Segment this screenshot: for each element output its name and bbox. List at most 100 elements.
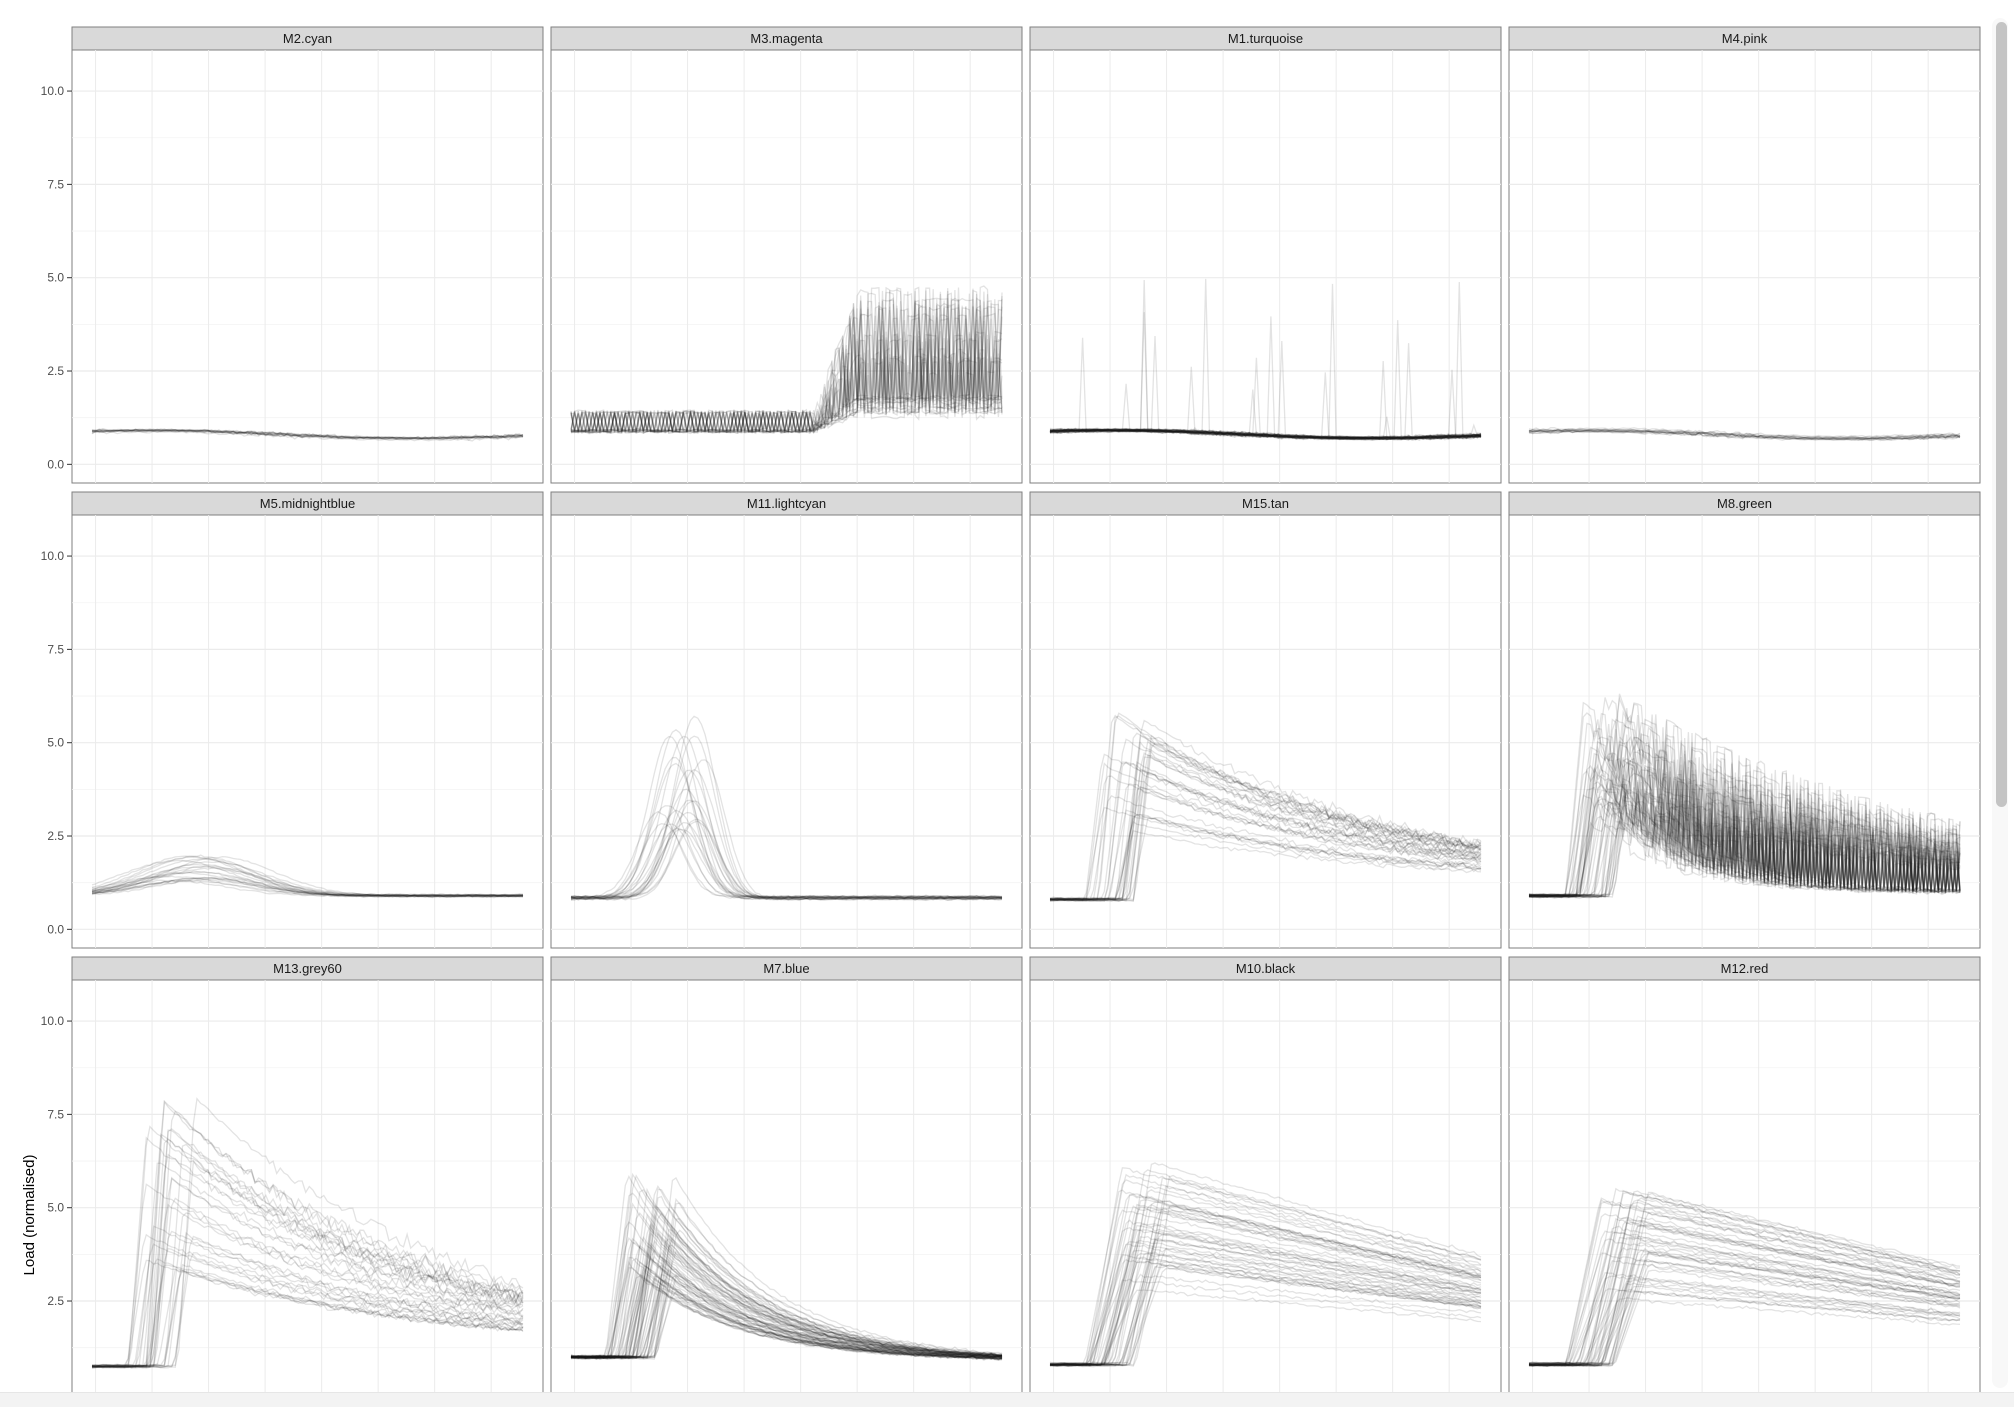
series-line — [1528, 767, 1961, 899]
series-line — [1049, 1263, 1482, 1365]
series-line — [1528, 1251, 1961, 1365]
series-line — [1049, 817, 1482, 900]
series-line — [1049, 1193, 1482, 1366]
series-line — [91, 1183, 524, 1367]
series-line — [91, 1247, 524, 1368]
series-line — [1049, 1224, 1481, 1367]
series-line — [1528, 730, 1961, 898]
scrollbar-thumb[interactable] — [1996, 22, 2007, 807]
series-line — [1049, 1206, 1482, 1367]
y-tick-label: 5.0 — [47, 736, 64, 750]
panel-strip-label: M5.midnightblue — [260, 496, 355, 511]
series-line — [1049, 430, 1482, 441]
series-line — [570, 1256, 1003, 1360]
series-line — [1049, 427, 1482, 439]
series-line — [570, 729, 1003, 901]
series-line — [1528, 1206, 1961, 1367]
series-line — [1049, 429, 1482, 440]
series-line — [1050, 714, 1482, 901]
series-line — [570, 828, 1003, 899]
series-line — [570, 1277, 1003, 1360]
panel-strip-label: M4.pink — [1722, 31, 1768, 46]
series-line — [1049, 1219, 1482, 1367]
series-line — [1528, 739, 1961, 897]
series-line — [570, 768, 1003, 900]
series-line — [1049, 1238, 1482, 1366]
series-line — [1528, 1289, 1961, 1367]
series-line — [570, 1257, 1003, 1360]
series-line — [1528, 803, 1961, 897]
series-line — [91, 430, 524, 442]
series-line — [1049, 734, 1482, 902]
series-line — [91, 858, 524, 897]
y-tick-label: 0.0 — [47, 457, 64, 471]
series-line — [1049, 1239, 1482, 1367]
series-line — [1528, 795, 1961, 898]
y-tick-label: 2.5 — [47, 364, 64, 378]
series-line — [1049, 372, 1482, 440]
series-line — [91, 1138, 524, 1368]
series-line — [1528, 779, 1961, 898]
series-line — [1049, 428, 1482, 440]
series-line — [91, 1258, 524, 1368]
series-line — [570, 809, 1003, 898]
series-line — [91, 428, 524, 440]
series-line — [1528, 1247, 1961, 1366]
series-line — [1050, 1207, 1482, 1367]
panel-M4.pink: M4.pink — [1508, 26, 1981, 484]
panel-background — [71, 979, 544, 1406]
series-line — [1049, 1261, 1482, 1367]
series-line — [1049, 820, 1482, 901]
series-line — [1528, 426, 1961, 438]
panel-strip-label: M13.grey60 — [273, 961, 342, 976]
series-line — [1528, 815, 1961, 896]
series-line — [1528, 701, 1961, 897]
series-line — [570, 821, 1003, 899]
y-tick-label: 5.0 — [47, 1201, 64, 1215]
series-line — [1528, 712, 1961, 898]
series-line — [1049, 428, 1482, 440]
series-line — [1049, 762, 1482, 901]
series-line — [1049, 719, 1482, 900]
series-line — [91, 428, 524, 440]
series-line — [1528, 745, 1961, 896]
series-line — [1528, 1211, 1961, 1365]
series-line — [570, 1236, 1002, 1359]
series-line — [1049, 429, 1482, 440]
panel-strip-label: M2.cyan — [283, 31, 332, 46]
series-line — [1049, 1233, 1482, 1367]
series-line — [1528, 799, 1961, 898]
series-line — [1049, 712, 1482, 902]
series-line — [1528, 788, 1961, 897]
series-line — [570, 1195, 1003, 1360]
series-line — [1049, 279, 1482, 441]
y-tick-label: 7.5 — [47, 177, 64, 191]
series-line — [1049, 428, 1482, 440]
series-line — [570, 762, 1003, 899]
series-line — [570, 1223, 1003, 1358]
series-line — [1528, 1260, 1961, 1366]
series-line — [91, 865, 524, 898]
series-line — [1528, 821, 1961, 897]
series-line — [570, 1221, 1003, 1359]
series-line — [1529, 764, 1961, 897]
series-line — [570, 1260, 1003, 1361]
series-line — [1049, 735, 1482, 900]
series-line — [570, 1207, 1003, 1359]
series-line — [1528, 428, 1961, 439]
series-line — [1528, 1282, 1961, 1367]
series-line — [1529, 1288, 1961, 1367]
series-line — [1528, 772, 1961, 898]
series-line — [570, 316, 1003, 434]
series-line — [92, 855, 524, 898]
series-line — [570, 1232, 1003, 1360]
series-line — [570, 1267, 1003, 1358]
series-line — [1528, 1197, 1961, 1365]
series-line — [1049, 1177, 1482, 1367]
series-line — [1049, 1256, 1482, 1367]
series-line — [91, 866, 524, 897]
series-line — [1529, 789, 1961, 898]
series-line — [570, 1288, 1003, 1360]
series-line — [570, 337, 1003, 432]
panel-M1.turquoise: M1.turquoise — [1029, 26, 1502, 484]
